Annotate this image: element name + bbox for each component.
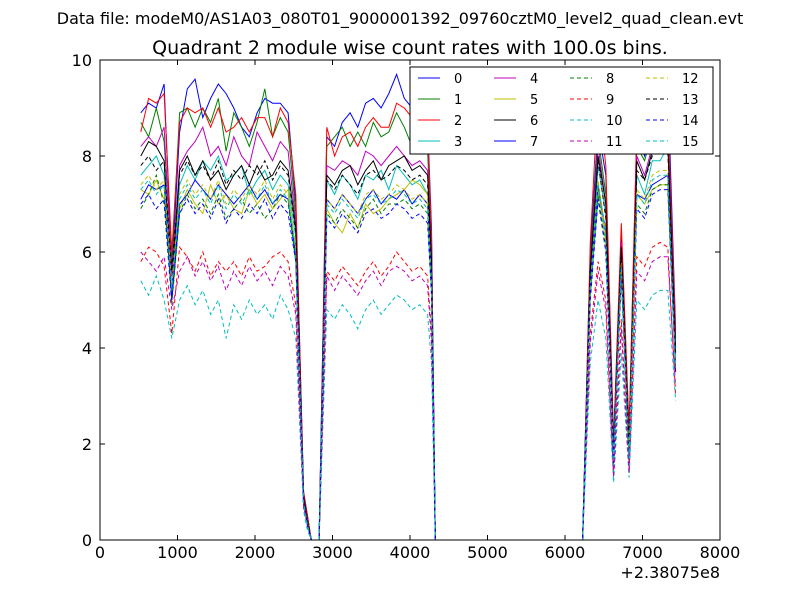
y-tick-label: 4 bbox=[82, 339, 92, 358]
series-line-2 bbox=[140, 87, 677, 541]
series-line-8 bbox=[140, 173, 677, 541]
legend-label-14: 14 bbox=[682, 114, 699, 129]
legend-label-3: 3 bbox=[454, 135, 462, 150]
chart-suptitle: Data file: modeM0/AS1A03_080T01_90000013… bbox=[57, 9, 743, 29]
legend-label-7: 7 bbox=[530, 135, 538, 150]
legend-frame bbox=[409, 66, 714, 155]
legend-label-2: 2 bbox=[454, 114, 462, 129]
series-line-9 bbox=[140, 241, 677, 541]
x-tick-label: 0 bbox=[95, 543, 105, 562]
y-tick-label: 6 bbox=[82, 243, 92, 262]
x-tick-label: 8000 bbox=[700, 543, 741, 562]
legend-label-0: 0 bbox=[454, 72, 462, 87]
legend-label-8: 8 bbox=[606, 72, 614, 87]
series-line-12 bbox=[140, 169, 677, 541]
x-tick-label: 5000 bbox=[467, 543, 508, 562]
x-tick-label: 4000 bbox=[390, 543, 431, 562]
x-axis: 0 1000 2000 3000 4000 5000 6000 7000 8000 bbox=[95, 60, 740, 562]
series-line-4 bbox=[140, 125, 677, 541]
chart-title: Quadrant 2 module wise count rates with … bbox=[152, 37, 668, 59]
series-line-14 bbox=[140, 189, 677, 541]
y-tick-label: 0 bbox=[82, 531, 92, 550]
legend-label-6: 6 bbox=[530, 114, 538, 129]
legend-label-1: 1 bbox=[454, 93, 462, 108]
series-line-10 bbox=[140, 274, 677, 541]
series-layer bbox=[140, 72, 677, 541]
x-offset-label: +2.38075e8 bbox=[620, 563, 720, 582]
series-line-1 bbox=[140, 88, 677, 541]
legend-label-11: 11 bbox=[606, 135, 623, 150]
y-tick-label: 8 bbox=[82, 147, 92, 166]
legend-label-12: 12 bbox=[682, 72, 699, 87]
series-line-15 bbox=[140, 174, 677, 541]
x-tick-label: 6000 bbox=[545, 543, 586, 562]
series-line-13 bbox=[140, 150, 677, 541]
x-tick-label: 7000 bbox=[622, 543, 663, 562]
x-tick-label: 1000 bbox=[157, 543, 198, 562]
x-tick-label: 3000 bbox=[312, 543, 353, 562]
legend-label-15: 15 bbox=[682, 135, 699, 150]
legend-label-4: 4 bbox=[530, 72, 538, 87]
x-tick-label: 2000 bbox=[235, 543, 276, 562]
legend-label-10: 10 bbox=[606, 114, 623, 129]
y-tick-label: 10 bbox=[72, 51, 92, 70]
legend-label-13: 13 bbox=[682, 93, 699, 108]
y-tick-label: 2 bbox=[82, 435, 92, 454]
legend-label-5: 5 bbox=[530, 93, 538, 108]
legend-label-9: 9 bbox=[606, 93, 614, 108]
series-line-11 bbox=[140, 251, 677, 541]
series-line-3 bbox=[140, 144, 677, 541]
series-line-6 bbox=[140, 140, 677, 541]
